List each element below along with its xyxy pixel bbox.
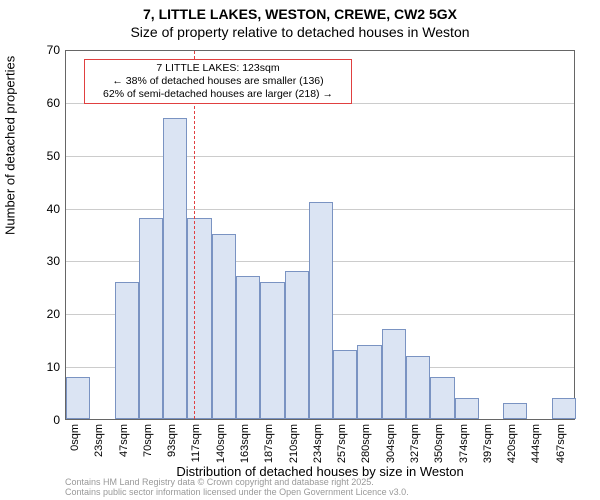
- histogram-bar: [503, 403, 527, 419]
- x-tick-label: 0sqm: [69, 424, 81, 470]
- x-tick-label: 70sqm: [142, 424, 154, 470]
- x-tick-label: 163sqm: [239, 424, 251, 470]
- histogram-bar: [66, 377, 90, 419]
- y-tick-label: 50: [30, 149, 60, 163]
- x-tick-label: 467sqm: [555, 424, 567, 470]
- x-tick-label: 140sqm: [215, 424, 227, 470]
- attribution-line-2: Contains public sector information licen…: [65, 488, 409, 498]
- histogram-bar: [455, 398, 479, 419]
- histogram-bar: [430, 377, 454, 419]
- x-tick-label: 350sqm: [433, 424, 445, 470]
- histogram-bar: [236, 276, 260, 419]
- histogram-bar: [406, 356, 430, 419]
- y-tick-label: 60: [30, 96, 60, 110]
- histogram-bar: [139, 218, 163, 419]
- x-tick-label: 187sqm: [263, 424, 275, 470]
- histogram-bar: [260, 282, 284, 419]
- x-tick-label: 257sqm: [336, 424, 348, 470]
- x-tick-label: 420sqm: [506, 424, 518, 470]
- y-tick-label: 0: [30, 413, 60, 427]
- annotation-line: ← 38% of detached houses are smaller (13…: [91, 75, 345, 88]
- annotation-line: 62% of semi-detached houses are larger (…: [91, 88, 345, 101]
- histogram-bar: [382, 329, 406, 419]
- y-tick-label: 40: [30, 202, 60, 216]
- x-tick-label: 444sqm: [530, 424, 542, 470]
- attribution-text: Contains HM Land Registry data © Crown c…: [65, 478, 409, 498]
- histogram-bar: [357, 345, 381, 419]
- y-tick-label: 20: [30, 307, 60, 321]
- histogram-bar: [212, 234, 236, 419]
- annotation-box: 7 LITTLE LAKES: 123sqm← 38% of detached …: [84, 59, 352, 104]
- title-line-2: Size of property relative to detached ho…: [0, 24, 600, 42]
- x-tick-label: 117sqm: [190, 424, 202, 470]
- annotation-line: 7 LITTLE LAKES: 123sqm: [91, 62, 345, 75]
- plot-area: 7 LITTLE LAKES: 123sqm← 38% of detached …: [65, 50, 575, 420]
- histogram-bar: [163, 118, 187, 419]
- histogram-bar: [115, 282, 139, 419]
- histogram-bar: [333, 350, 357, 419]
- y-axis-title: Number of detached properties: [3, 56, 18, 235]
- chart-title-block: 7, LITTLE LAKES, WESTON, CREWE, CW2 5GX …: [0, 0, 600, 41]
- x-tick-label: 93sqm: [166, 424, 178, 470]
- x-tick-label: 327sqm: [409, 424, 421, 470]
- title-line-1: 7, LITTLE LAKES, WESTON, CREWE, CW2 5GX: [0, 6, 600, 24]
- x-tick-label: 304sqm: [385, 424, 397, 470]
- histogram-bar: [552, 398, 576, 419]
- histogram-bar: [187, 218, 211, 419]
- property-size-marker-line: [194, 51, 195, 419]
- y-tick-label: 10: [30, 360, 60, 374]
- histogram-bar: [309, 202, 333, 419]
- x-tick-label: 374sqm: [458, 424, 470, 470]
- histogram-bar: [285, 271, 309, 419]
- x-tick-label: 210sqm: [288, 424, 300, 470]
- gridline-h: [66, 156, 574, 157]
- x-tick-label: 397sqm: [482, 424, 494, 470]
- x-tick-label: 47sqm: [118, 424, 130, 470]
- x-tick-label: 280sqm: [360, 424, 372, 470]
- y-tick-label: 70: [30, 43, 60, 57]
- x-tick-label: 23sqm: [93, 424, 105, 470]
- x-tick-label: 234sqm: [312, 424, 324, 470]
- y-tick-label: 30: [30, 254, 60, 268]
